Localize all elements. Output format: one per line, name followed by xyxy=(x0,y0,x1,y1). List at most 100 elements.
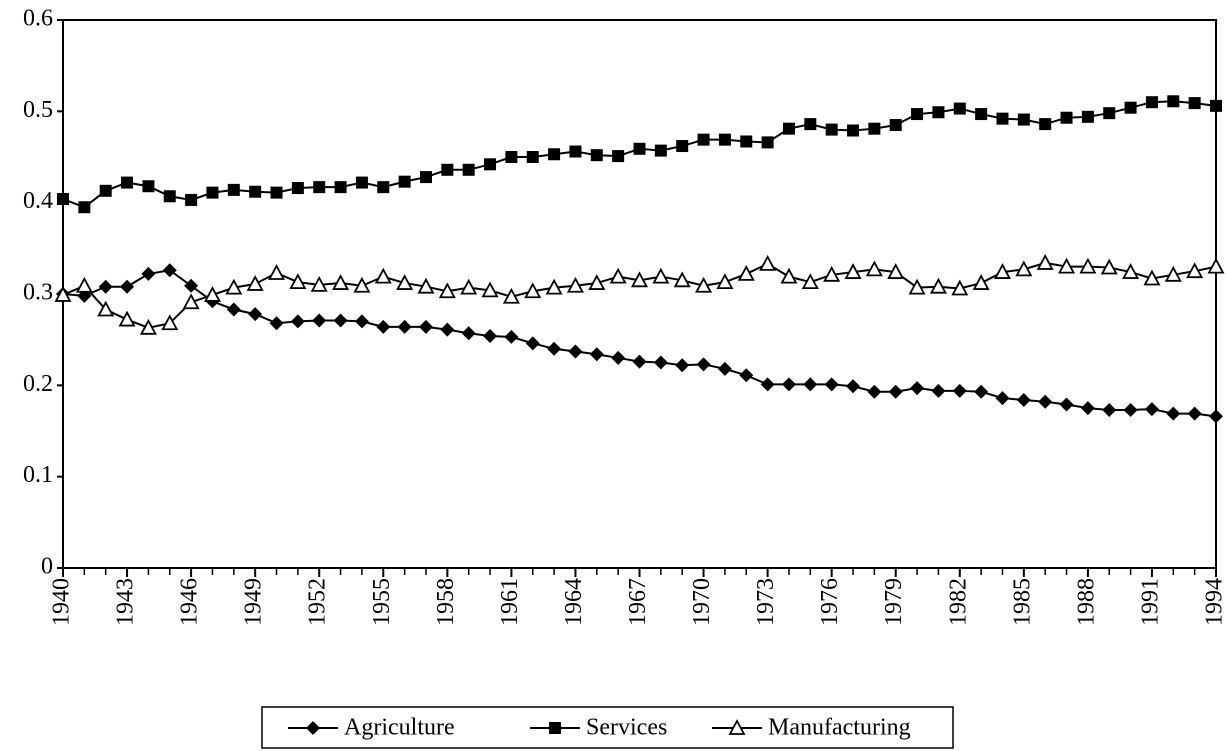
marker xyxy=(739,368,754,383)
marker xyxy=(1036,254,1054,270)
marker xyxy=(441,163,454,176)
marker xyxy=(653,355,668,370)
marker xyxy=(801,273,819,290)
marker xyxy=(313,181,326,194)
marker xyxy=(780,267,798,284)
marker xyxy=(932,106,945,119)
marker xyxy=(996,112,1009,125)
marker xyxy=(566,276,584,293)
marker xyxy=(1143,269,1161,286)
marker xyxy=(1145,96,1158,109)
marker xyxy=(568,344,583,359)
marker xyxy=(974,384,989,399)
marker xyxy=(354,314,369,329)
marker xyxy=(1209,409,1223,424)
legend-label: Services xyxy=(586,715,667,741)
marker xyxy=(652,267,670,284)
marker xyxy=(759,254,777,271)
marker xyxy=(718,133,731,146)
marker xyxy=(440,322,455,337)
x-tick-label: 1940 xyxy=(49,578,75,626)
marker xyxy=(803,377,818,392)
marker xyxy=(589,347,604,362)
marker xyxy=(632,354,647,369)
x-tick-label: 1955 xyxy=(369,578,395,626)
marker xyxy=(865,260,883,277)
marker xyxy=(1016,392,1031,407)
marker xyxy=(633,142,646,155)
marker xyxy=(460,278,478,295)
marker xyxy=(78,201,91,214)
marker xyxy=(716,273,734,290)
marker xyxy=(226,302,241,317)
marker xyxy=(611,350,626,365)
marker xyxy=(376,319,391,334)
marker xyxy=(185,193,198,206)
marker xyxy=(953,102,966,115)
x-tick-label: 1961 xyxy=(497,578,523,626)
marker xyxy=(397,319,412,334)
marker xyxy=(163,190,176,203)
marker xyxy=(911,108,924,121)
marker xyxy=(929,277,947,294)
marker xyxy=(1123,402,1138,417)
marker xyxy=(675,358,690,373)
marker xyxy=(609,267,627,284)
marker xyxy=(438,282,456,299)
marker xyxy=(717,361,732,376)
marker xyxy=(1079,257,1097,274)
marker xyxy=(1039,118,1052,131)
marker xyxy=(98,279,113,294)
marker xyxy=(418,319,433,334)
x-tick-label: 1970 xyxy=(689,578,715,626)
marker xyxy=(975,108,988,121)
x-tick-label: 1985 xyxy=(1009,578,1035,626)
marker xyxy=(526,151,539,163)
x-tick-label: 1946 xyxy=(177,578,203,626)
marker xyxy=(355,176,368,189)
marker xyxy=(249,185,262,198)
marker xyxy=(1186,262,1204,279)
marker xyxy=(654,144,667,157)
marker xyxy=(483,329,498,344)
marker xyxy=(184,278,199,293)
marker xyxy=(1100,258,1118,275)
marker xyxy=(246,275,264,291)
marker xyxy=(1015,260,1033,277)
marker xyxy=(141,266,156,281)
marker xyxy=(844,263,862,279)
marker xyxy=(825,123,838,136)
marker xyxy=(1058,257,1076,274)
x-tick-label: 1982 xyxy=(945,578,971,626)
marker xyxy=(868,122,881,135)
marker xyxy=(333,313,348,328)
marker xyxy=(972,274,990,290)
y-tick-label: 0.5 xyxy=(23,97,53,123)
marker xyxy=(182,293,200,310)
x-tick-label: 1952 xyxy=(305,578,331,626)
marker xyxy=(484,158,497,171)
marker xyxy=(203,286,221,302)
marker xyxy=(57,193,69,206)
marker xyxy=(54,286,72,302)
marker xyxy=(1038,394,1053,409)
marker xyxy=(908,278,926,295)
marker xyxy=(889,119,902,132)
marker xyxy=(120,279,135,294)
marker xyxy=(248,307,263,322)
marker xyxy=(1102,402,1117,417)
marker xyxy=(289,273,307,290)
marker xyxy=(332,274,350,290)
marker xyxy=(846,379,861,394)
marker xyxy=(334,181,347,194)
marker xyxy=(888,384,903,399)
x-tick-label: 1991 xyxy=(1137,578,1163,626)
marker xyxy=(612,150,625,163)
x-tick-label: 1958 xyxy=(433,578,459,626)
marker xyxy=(1060,111,1073,124)
marker xyxy=(995,391,1010,406)
marker xyxy=(823,265,841,282)
marker xyxy=(952,383,967,398)
marker xyxy=(673,271,691,288)
x-tick-label: 1979 xyxy=(881,578,907,626)
